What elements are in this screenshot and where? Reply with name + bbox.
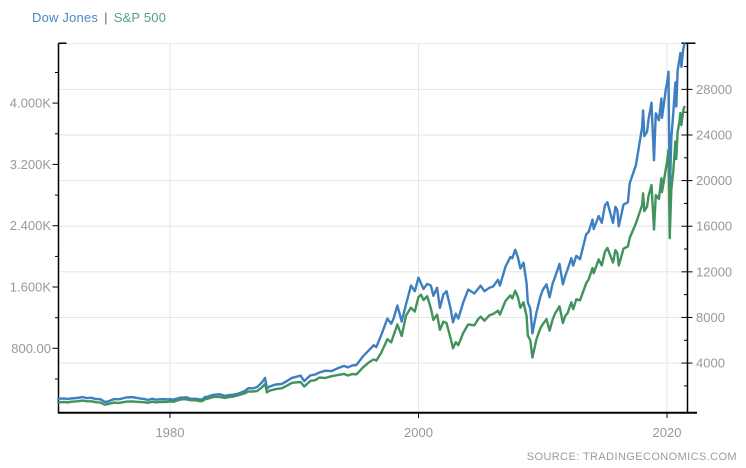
source-credit: SOURCE: TRADINGECONOMICS.COM	[526, 451, 737, 463]
x-axis-tick-label: 1980	[156, 425, 185, 440]
y-axis-right-tick-label: 20000	[696, 173, 732, 188]
y-axis-right-tick-label: 4000	[696, 356, 725, 371]
legend-sp500: S&P 500	[113, 10, 167, 25]
chart-legend: Dow Jones | S&P 500	[32, 10, 166, 26]
y-axis-right-tick-label: 28000	[696, 82, 732, 97]
y-axis-right-tick-label: 8000	[696, 310, 725, 325]
legend-dow-jones: Dow Jones	[32, 10, 99, 25]
y-axis-right-tick-label: 24000	[696, 128, 732, 143]
y-axis-left-tick-label: 4.000K	[10, 96, 52, 111]
y-axis-left-tick-label: 800.00	[11, 341, 51, 356]
y-axis-right-tick-label: 12000	[696, 264, 732, 279]
y-axis-left-tick-label: 2.400K	[10, 218, 52, 233]
x-axis-tick-label: 2020	[653, 425, 682, 440]
series-line-s-p-500[interactable]	[57, 105, 686, 406]
y-axis-right-tick-label: 16000	[696, 219, 732, 234]
legend-separator: |	[104, 10, 108, 25]
series-line-dow-jones[interactable]	[57, 43, 686, 404]
x-axis-tick-label: 2000	[404, 425, 433, 440]
y-axis-left-tick-label: 1.600K	[10, 280, 52, 295]
y-axis-left-tick-label: 3.200K	[10, 157, 52, 172]
